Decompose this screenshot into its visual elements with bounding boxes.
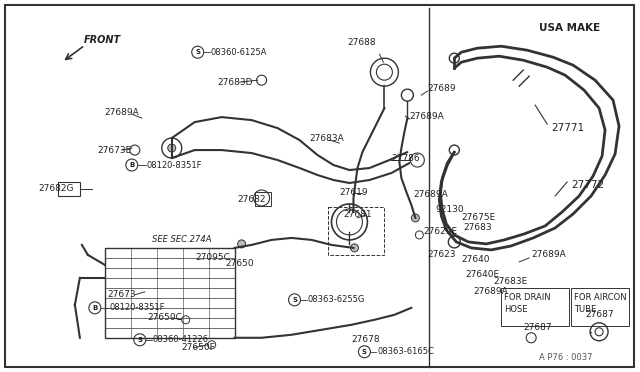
Text: 27623: 27623: [428, 250, 456, 259]
Text: B: B: [129, 162, 134, 168]
Text: 27673E: 27673E: [98, 145, 132, 154]
Text: S: S: [195, 49, 200, 55]
Text: 27675E: 27675E: [461, 214, 495, 222]
Text: 08120-8351F: 08120-8351F: [147, 161, 202, 170]
Text: 08120-8351F: 08120-8351F: [110, 303, 165, 312]
Text: 27689A: 27689A: [410, 112, 444, 121]
Bar: [255, 192, 271, 206]
Text: A P76 : 0037: A P76 : 0037: [539, 353, 593, 362]
Text: 27687: 27687: [524, 323, 552, 332]
Bar: [501, 288, 569, 326]
Text: 27688: 27688: [348, 38, 376, 47]
Text: 27619: 27619: [339, 189, 368, 198]
Text: FOR AIRCON: FOR AIRCON: [574, 294, 627, 302]
Text: 27681: 27681: [344, 211, 372, 219]
Bar: [328, 207, 385, 255]
Text: 27683: 27683: [463, 224, 492, 232]
Text: 08363-6165C: 08363-6165C: [378, 347, 435, 356]
Circle shape: [237, 240, 246, 248]
Text: 27673: 27673: [108, 290, 136, 299]
Text: 27683D: 27683D: [218, 78, 253, 87]
Text: 27771: 27771: [551, 123, 584, 133]
Bar: [58, 182, 80, 196]
Circle shape: [168, 144, 176, 152]
Text: 08360-41226: 08360-41226: [153, 335, 209, 344]
Text: 27689A: 27689A: [413, 190, 448, 199]
Text: 27689A: 27689A: [473, 287, 508, 296]
Text: 92130: 92130: [435, 205, 464, 215]
Text: S: S: [292, 297, 297, 303]
Text: S: S: [138, 337, 142, 343]
Text: FRONT: FRONT: [84, 35, 121, 45]
Text: 27689A: 27689A: [531, 250, 566, 259]
Text: FOR DRAIN: FOR DRAIN: [504, 294, 551, 302]
Text: 27650F: 27650F: [182, 343, 216, 352]
Text: 27682: 27682: [237, 195, 266, 205]
Text: 27678: 27678: [351, 335, 380, 344]
Text: TUBE: TUBE: [574, 305, 596, 314]
Bar: [571, 288, 629, 326]
Text: 27683E: 27683E: [493, 278, 527, 286]
Text: 27629E: 27629E: [423, 227, 458, 237]
Text: 27772: 27772: [571, 180, 604, 190]
Text: 27682G: 27682G: [38, 185, 74, 193]
Circle shape: [351, 244, 358, 252]
Text: USA MAKE: USA MAKE: [539, 23, 600, 33]
Text: 08360-6125A: 08360-6125A: [211, 48, 267, 57]
Text: 27640: 27640: [461, 256, 490, 264]
Text: 27640E: 27640E: [465, 270, 499, 279]
Text: 27689A: 27689A: [105, 108, 140, 116]
Text: 27650C: 27650C: [148, 313, 182, 322]
Text: 27650: 27650: [226, 259, 254, 268]
Text: 27687: 27687: [585, 310, 614, 319]
Text: 27683A: 27683A: [310, 134, 344, 142]
Text: SEE SEC.274A: SEE SEC.274A: [152, 235, 211, 244]
Circle shape: [412, 214, 419, 222]
Text: B: B: [92, 305, 97, 311]
Bar: [105, 248, 235, 338]
Text: 27689: 27689: [428, 84, 456, 93]
Text: 08363-6255G: 08363-6255G: [308, 295, 365, 304]
Text: S: S: [362, 349, 367, 355]
Text: HOSE: HOSE: [504, 305, 528, 314]
Text: 27095C: 27095C: [196, 253, 230, 262]
Text: 27786: 27786: [392, 154, 420, 163]
